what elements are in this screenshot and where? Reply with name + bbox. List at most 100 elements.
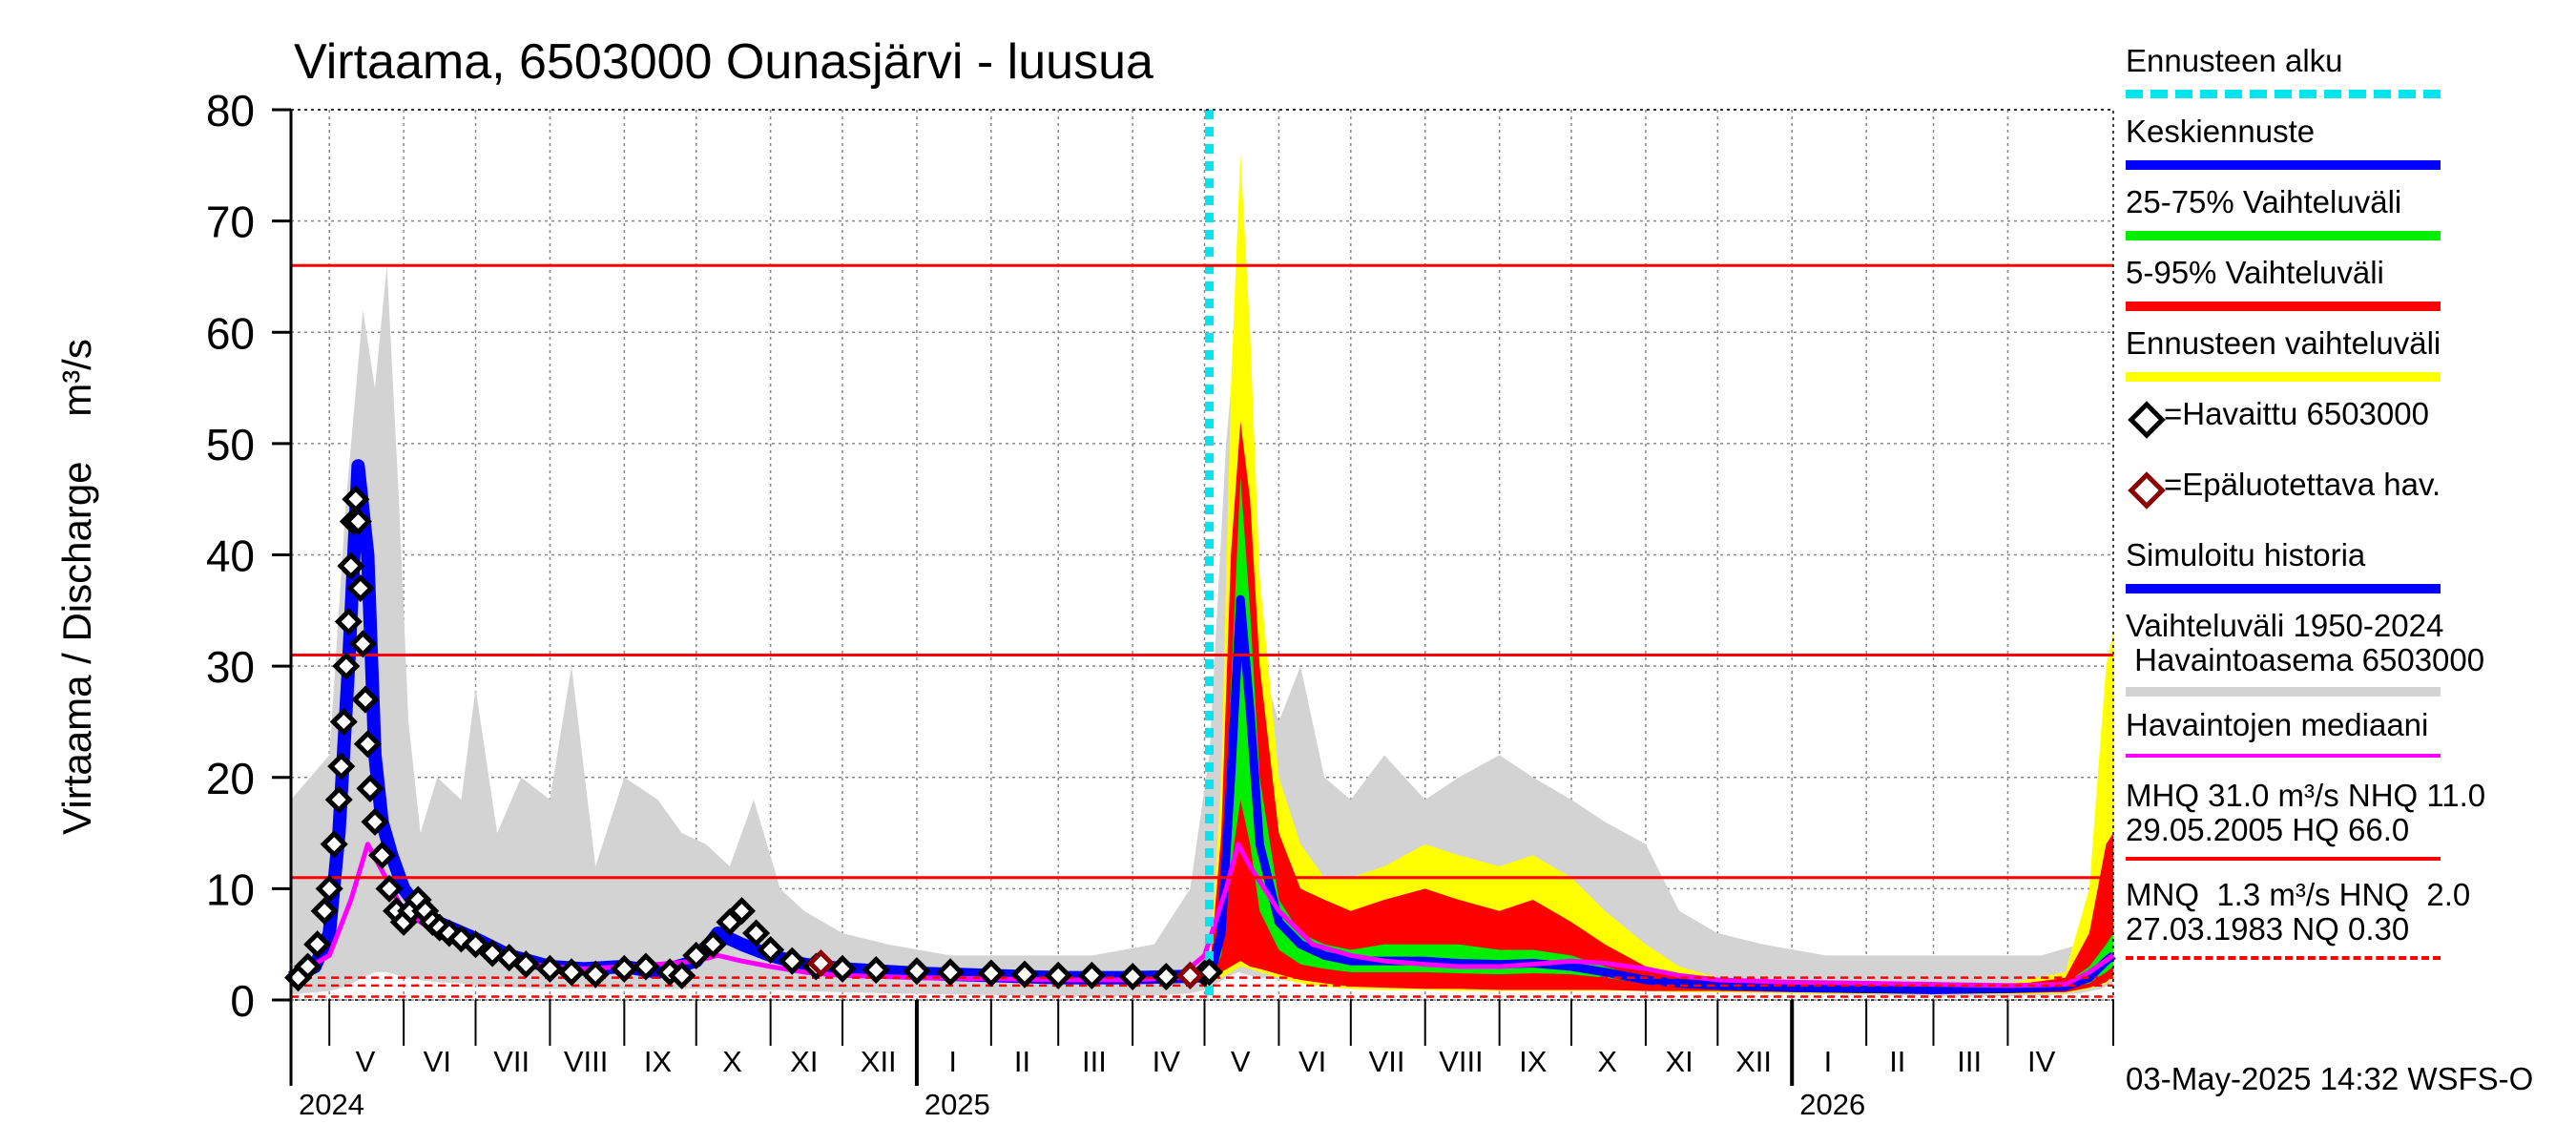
y-tick-label: 80 [206,86,255,135]
observed-point [828,954,857,983]
observed-point [1077,961,1106,989]
observed-point [862,955,890,985]
observed-point [342,485,370,513]
observed-point [1010,960,1039,989]
y-tick-label: 30 [206,642,255,692]
legend-item: MNQ 1.3 m³/s HNQ 2.0 27.03.1983 NQ 0.30 [2126,872,2545,971]
month-label: X [722,1045,742,1078]
legend-item: 5-95% Vaihteluväli [2126,250,2545,321]
legend-swatch [2126,160,2441,170]
observed-point [337,552,365,580]
observed-point [351,685,380,714]
legend-item: =Havaittu 6503000 [2126,391,2545,462]
month-label: VII [1369,1045,1405,1078]
legend-diamond-icon [2128,471,2166,510]
legend-label: 25-75% Vaihteluväli [2126,184,2402,219]
observed-point [315,874,343,903]
legend-swatch [2126,90,2441,98]
y-tick-label: 10 [206,864,255,914]
legend-diamond-icon [2128,401,2166,439]
observed-point [698,930,727,959]
month-label: V [1231,1045,1251,1078]
observed-point [727,897,757,926]
timestamp-footer: 03-May-2025 14:32 WSFS-O [2126,1061,2534,1096]
observed-point [461,930,490,959]
legend-swatch [2126,231,2441,240]
month-label: XII [1735,1045,1772,1078]
legend-label: Keskiennuste [2126,114,2316,149]
month-label: II [1014,1045,1030,1078]
month-label: XII [861,1045,897,1078]
observed-point [327,752,356,781]
chart-title: Virtaama, 6503000 Ounasjärvi - luusua [294,34,1153,90]
plot-frame [290,109,2114,1001]
month-label: III [1957,1045,1982,1078]
observed-point [903,957,931,986]
observed-point [346,573,375,603]
month-label: IV [1153,1045,1181,1078]
observed-point [632,952,660,981]
y-tick-label: 60 [206,308,255,358]
observed-point [348,630,377,658]
legend-label: MHQ 31.0 m³/s NHQ 11.0 29.05.2005 HQ 66.… [2126,778,2486,848]
band-layer [291,154,2113,997]
month-label: VII [493,1045,530,1078]
legend-swatch [2126,302,2441,311]
observed-point [334,607,363,636]
legend-item: 25-75% Vaihteluväli [2126,179,2545,250]
legend-label: Ennusteen alku [2126,43,2343,78]
y-tick-label: 50 [206,420,255,469]
month-label: III [1082,1045,1107,1078]
month-label: IV [2027,1045,2056,1078]
observed-point [535,954,564,983]
observed-point [320,830,348,859]
month-label: VI [424,1045,451,1078]
legend-item: =Epäluotettava hav. [2126,462,2545,532]
month-label: XI [1665,1045,1693,1078]
observed-point [778,947,806,975]
legend-item: Ennusteen alku [2126,38,2545,109]
legend-item: MHQ 31.0 m³/s NHQ 11.0 29.05.2005 HQ 66.… [2126,773,2545,872]
legend-label: Ennusteen vaihteluväli [2126,325,2441,361]
observed-point [757,935,785,965]
legend-label: MNQ 1.3 m³/s HNQ 2.0 27.03.1983 NQ 0.30 [2126,877,2471,947]
observed-point [511,950,540,979]
legend-item: Simuloitu historia [2126,532,2545,603]
month-label: V [356,1045,376,1078]
observed-point [367,841,397,869]
legend-label: Simuloitu historia [2126,537,2366,572]
observed-point [294,952,322,981]
observed-point [742,919,771,947]
year-label: 2024 [299,1088,364,1121]
legend-swatch [2126,857,2441,861]
observed-point [1152,962,1180,991]
legend-label: 5-95% Vaihteluväli [2126,255,2384,290]
legend-label: =Epäluotettava hav. [2164,467,2441,502]
y-tick-label: 70 [206,198,255,247]
month-label: IX [1519,1045,1548,1078]
legend: Ennusteen alku Keskiennuste 25-75% Vaihtel… [2126,38,2545,971]
observed-point [303,930,332,959]
legend-item: Havaintojen mediaani [2126,702,2545,773]
observed-point [353,730,382,759]
legend-item: Ennusteen vaihteluväli [2126,321,2545,391]
legend-swatch [2126,754,2441,758]
observed-point [977,959,1006,988]
month-label: I [948,1045,957,1078]
observed-point [343,507,372,536]
observed-point [1118,962,1147,991]
month-label: IX [644,1045,673,1078]
year-label: 2025 [924,1088,990,1121]
observed-point [1044,961,1072,989]
unreliable-point [806,948,835,978]
observed-point [581,960,610,989]
legend-swatch [2126,372,2441,382]
month-label: XI [790,1045,818,1078]
observed-point [1195,958,1224,987]
y-tick-label: 0 [230,976,255,1026]
legend-swatch [2126,584,2441,593]
month-label: VI [1298,1045,1326,1078]
legend-swatch [2126,687,2441,697]
year-label: 2026 [1799,1088,1865,1121]
month-label: VIII [564,1045,609,1078]
